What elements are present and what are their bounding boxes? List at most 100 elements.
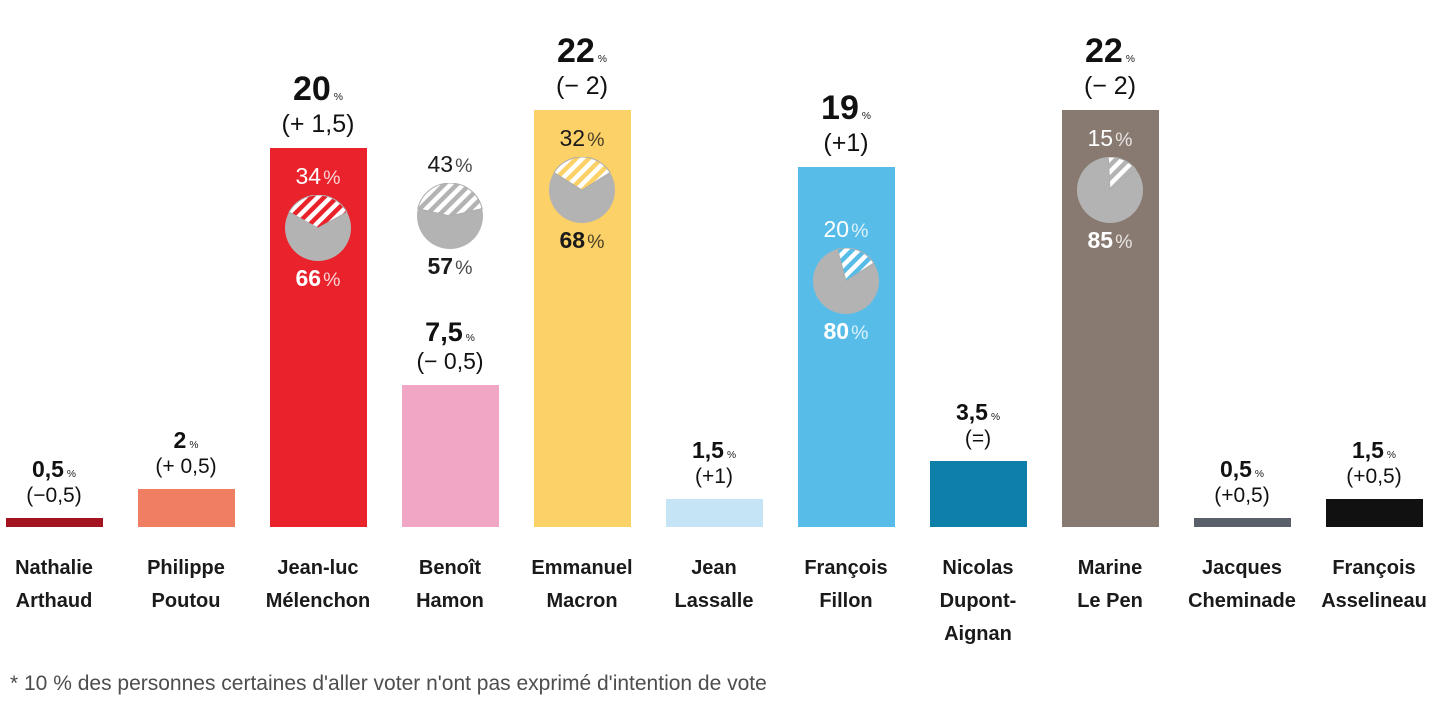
certainty-pie-fillon <box>813 248 879 314</box>
poll-value: 22% <box>1085 31 1135 70</box>
bar-macron: 32% 68% <box>533 110 631 527</box>
value-annotation: 0,5% (+0,5) <box>1214 455 1270 508</box>
poll-value: 20% <box>293 69 343 108</box>
poll-value: 0,5% <box>1219 455 1265 482</box>
candidate-name: Nicolas Dupont- Aignan <box>939 557 1017 645</box>
candidate-column-dupont-aignan: 3,5% (=) Nicolas Dupont- Aignan <box>912 0 1044 720</box>
pie-bottom-label: 85% <box>1087 227 1133 253</box>
certainty-pie-melenchon <box>285 195 351 261</box>
certainty-pie-block: 15% 85% <box>1077 124 1143 256</box>
change-label: (+ 0,5) <box>155 455 217 479</box>
bar-arthaud <box>5 518 103 527</box>
candidate-name: Marine Le Pen <box>1077 557 1143 612</box>
bar-lassalle <box>665 499 763 527</box>
pie-bottom-label: 68% <box>559 227 605 253</box>
pie-top-label: 32% <box>559 125 605 151</box>
percent-sign: % <box>1254 468 1265 480</box>
change-label: (− 2) <box>555 72 609 100</box>
value-annotation: 0,5% (−0,5) <box>26 456 82 508</box>
value-annotation: 22% (− 2) <box>556 32 608 100</box>
candidate-column-cheminade: 0,5% (+0,5) Jacques Cheminade <box>1176 0 1308 720</box>
value-annotation: 1,5% (+0,5) <box>1346 436 1402 489</box>
percent-sign: % <box>990 411 1001 423</box>
certainty-pie-block: 43% 57% <box>417 150 483 282</box>
candidate-name: Jacques Cheminade <box>1188 557 1296 612</box>
percent-sign: % <box>189 439 199 451</box>
value-annotation: 20% (+ 1,5) <box>282 70 355 138</box>
change-label: (+0,5) <box>1346 465 1402 489</box>
certainty-pie-block: 20% 80% <box>813 215 879 347</box>
percent-sign: % <box>851 220 869 242</box>
bars-zone: 22% (− 2) 32% 68% <box>516 0 648 527</box>
value-annotation: 2% (+ 0,5) <box>155 426 217 479</box>
candidate-name: Jean Lassalle <box>674 557 754 612</box>
candidate-column-hamon: 43% 57% 7,5% (− 0,5) Benoît Hamon <box>384 0 516 720</box>
value-annotation: 3,5% (=) <box>956 399 1001 451</box>
percent-sign: % <box>1386 449 1397 461</box>
change-label: (+1) <box>823 129 869 157</box>
bars-zone: 20% (+ 1,5) 34% 66% <box>252 0 384 527</box>
change-label: (−0,5) <box>26 484 82 508</box>
poll-value: 2% <box>173 426 199 453</box>
value-annotation: 19% (+1) <box>821 89 871 157</box>
poll-value: 1,5% <box>691 436 737 463</box>
pie-top-label: 43% <box>427 151 473 177</box>
bars-zone: 0,5% (+0,5) <box>1176 0 1308 527</box>
bar-asselineau <box>1325 499 1423 527</box>
value-annotation: 1,5% (+1) <box>691 436 737 489</box>
poll-value: 19% <box>821 88 871 127</box>
percent-sign: % <box>851 322 869 344</box>
certainty-pie-block: 34% 66% <box>285 162 351 294</box>
percent-sign: % <box>333 91 343 103</box>
percent-sign: % <box>455 257 473 279</box>
change-label: (=) <box>964 427 992 451</box>
footnote: * 10 % des personnes certaines d'aller v… <box>10 672 767 695</box>
poll-value: 22% <box>557 31 607 70</box>
percent-sign: % <box>465 333 475 345</box>
change-label: (− 0,5) <box>416 348 484 375</box>
candidate-column-melenchon: 20% (+ 1,5) 34% 66% Jean-luc Mélenchon <box>252 0 384 720</box>
certainty-pie-hamon <box>417 183 483 249</box>
change-label: (+1) <box>695 465 733 489</box>
candidate-name: François Fillon <box>804 557 888 612</box>
bars-zone: 0,5% (−0,5) <box>0 0 120 527</box>
percent-sign: % <box>323 269 341 291</box>
percent-sign: % <box>1115 231 1133 253</box>
bar-fillon: 20% 80% <box>797 167 895 527</box>
pie-bottom-label: 80% <box>823 318 869 344</box>
poll-value: 1,5% <box>1351 436 1397 463</box>
candidate-column-lepen: 22% (− 2) 15% 85% Marine Le Pen <box>1044 0 1176 720</box>
bar-dupont-aignan <box>929 461 1027 527</box>
candidate-column-arthaud: 0,5% (−0,5) Nathalie Arthaud <box>0 0 120 720</box>
candidate-column-macron: 22% (− 2) 32% 68% Emmanuel Macron <box>516 0 648 720</box>
bars-zone: 43% 57% 7,5% (− 0,5) <box>384 0 516 527</box>
value-annotation: 7,5% (− 0,5) <box>416 317 483 375</box>
certainty-pie-lepen <box>1077 157 1143 223</box>
pie-bottom-label: 66% <box>295 265 341 291</box>
candidate-name: Jean-luc Mélenchon <box>265 557 371 612</box>
percent-sign: % <box>323 167 341 189</box>
certainty-pie-macron <box>549 157 615 223</box>
candidate-name: Emmanuel Macron <box>531 557 633 612</box>
percent-sign: % <box>1115 129 1133 151</box>
percent-sign: % <box>726 449 737 461</box>
change-label: (+0,5) <box>1214 484 1270 508</box>
bars-zone: 1,5% (+1) <box>648 0 780 527</box>
percent-sign: % <box>861 110 871 122</box>
bar-poutou <box>137 489 235 527</box>
poll-value: 7,5% <box>425 317 475 348</box>
bars-zone: 2% (+ 0,5) <box>120 0 252 527</box>
pie-bottom-label: 57% <box>427 253 473 279</box>
percent-sign: % <box>66 468 77 480</box>
bars-zone: 19% (+1) 20% 80% <box>780 0 912 527</box>
candidate-column-lassalle: 1,5% (+1) Jean Lassalle <box>648 0 780 720</box>
bar-cheminade <box>1193 518 1291 527</box>
candidate-name: François Asselineau <box>1321 557 1427 612</box>
pie-top-label: 20% <box>823 216 869 242</box>
value-annotation: 22% (− 2) <box>1084 32 1136 100</box>
change-label: (+ 1,5) <box>281 110 355 138</box>
percent-sign: % <box>455 155 473 177</box>
candidate-name: Benoît Hamon <box>416 557 484 612</box>
